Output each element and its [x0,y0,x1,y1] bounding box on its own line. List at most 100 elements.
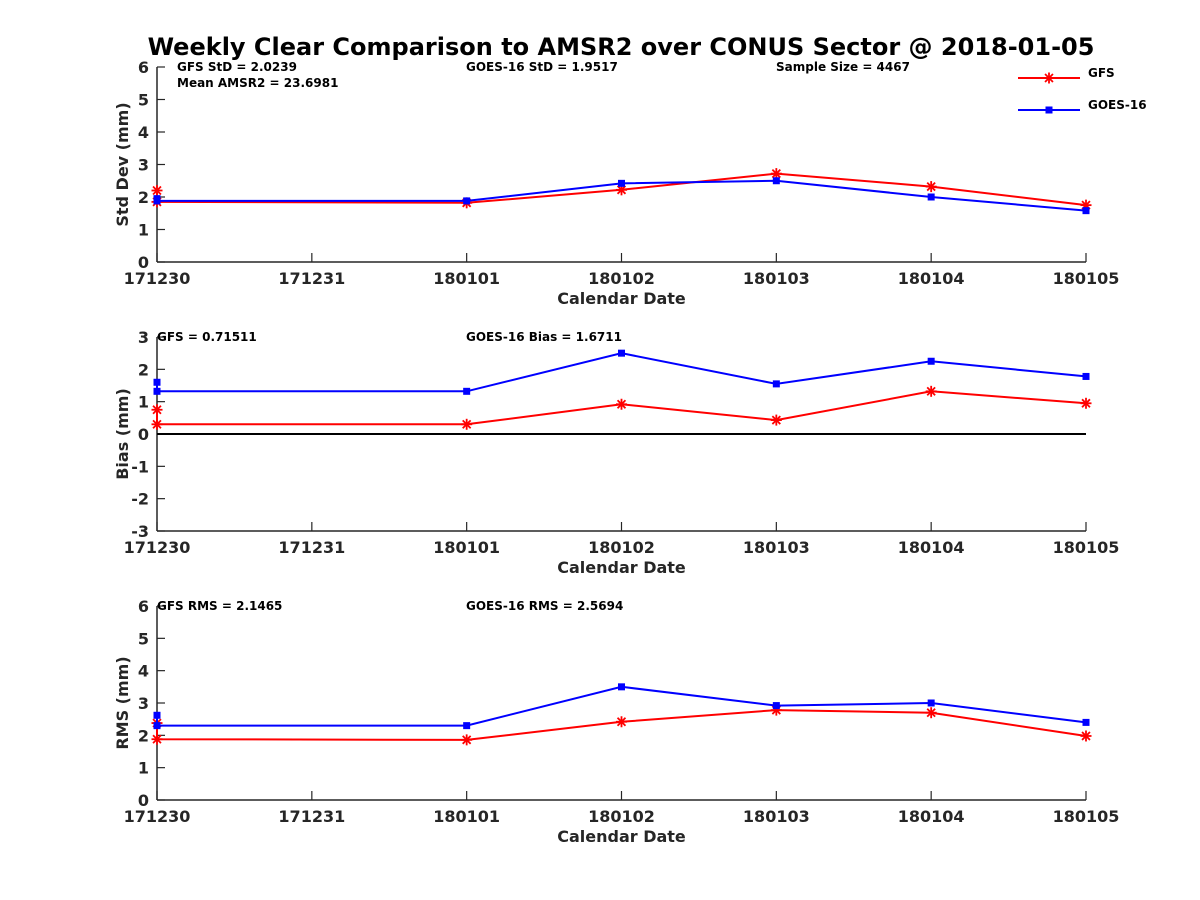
data-point-goes-16 [927,357,935,365]
stat-annotation: Sample Size = 4467 [776,60,910,74]
y-tick-label: -1 [131,457,149,476]
stat-annotation: GOES-16 Bias = 1.6711 [466,330,622,344]
y-axis-label: Bias (mm) [113,388,132,480]
data-point-gfs [616,716,627,728]
x-tick-label: 171231 [278,538,345,557]
stat-annotation: GFS StD = 2.0239 [177,60,297,74]
data-point-gfs [461,734,473,746]
y-tick-label: 2 [138,188,149,207]
data-point-gfs [151,418,163,430]
y-axis-label: RMS (mm) [113,656,132,749]
data-point-gfs [770,414,782,426]
data-point-gfs [151,185,163,196]
data-point-gfs [925,181,937,193]
data-point-goes-16 [772,702,780,710]
y-tick-label: 4 [138,123,149,142]
y-tick-label: -3 [131,522,149,541]
x-tick-label: 180102 [588,807,655,826]
data-point-goes-16 [153,722,161,730]
x-tick-label: 180102 [588,538,655,557]
y-tick-label: 6 [138,597,149,616]
data-point-gfs [925,707,937,719]
y-tick-label: 1 [138,393,149,412]
x-tick-label: 180103 [743,538,810,557]
x-tick-label: 180104 [898,807,965,826]
series-gfs [151,704,1092,746]
y-axis-label: Std Dev (mm) [113,102,132,226]
data-point-goes-16 [772,380,780,388]
x-tick-label: 180103 [743,807,810,826]
x-tick-label: 180103 [743,269,810,288]
y-tick-label: -2 [131,490,149,509]
panel-std-dev-mm: 0 1 2 3 4 5 6 171230 171231 180101 180102 180103 180… [113,58,1119,308]
data-point-goes-16 [463,197,471,205]
y-tick-label: 3 [138,156,149,175]
x-axis-label: Calendar Date [557,827,686,846]
x-tick-label: 180104 [898,269,965,288]
data-point-gfs [461,418,473,430]
data-point-goes-16 [618,349,625,357]
data-point-goes-16 [1082,372,1090,380]
y-tick-label: 1 [138,221,149,240]
x-tick-label: 180102 [588,269,655,288]
data-point-goes-16 [927,193,935,201]
y-tick-label: 0 [138,791,149,810]
x-tick-label: 180105 [1053,807,1120,826]
y-tick-label: 3 [138,694,149,713]
data-point-gfs [1080,397,1092,409]
y-tick-label: 6 [138,58,149,77]
data-point-goes-16 [463,387,471,395]
series-gfs [151,168,1092,211]
y-tick-label: 2 [138,726,149,745]
stat-annotation: Mean AMSR2 = 23.6981 [177,76,338,90]
y-tick-label: 4 [138,662,149,681]
x-tick-label: 180104 [898,538,965,557]
data-point-goes-16 [772,177,780,185]
x-tick-label: 171230 [124,807,191,826]
data-point-goes-16 [153,197,161,205]
legend-item-goes-16: GOES-16 [1018,98,1147,114]
x-axis-label: Calendar Date [557,558,686,577]
data-point-gfs [151,404,163,416]
series-line-goes-16 [156,352,1087,393]
x-tick-label: 180101 [433,807,500,826]
y-tick-label: 5 [138,629,149,648]
legend-marker [1045,106,1053,114]
data-point-gfs [616,398,627,410]
data-point-goes-16 [153,387,161,395]
data-point-goes-16 [927,699,935,707]
panel-bias-mm: -3 -2 -1 0 1 2 3 171230 171231 180101 180102 180103… [113,328,1119,577]
y-tick-label: 3 [138,328,149,347]
stat-annotation: GFS RMS = 2.1465 [157,599,282,613]
x-tick-label: 171231 [278,269,345,288]
y-tick-label: 5 [138,91,149,110]
x-tick-label: 171231 [278,807,345,826]
panel-rms-mm: 0 1 2 3 4 5 6 171230 171231 180101 180102 180103 180… [113,597,1119,846]
x-tick-label: 171230 [124,269,191,288]
legend-marker [1043,72,1055,84]
data-point-goes-16 [1082,718,1090,726]
data-point-goes-16 [153,378,161,386]
x-axis-label: Calendar Date [557,289,686,308]
data-point-gfs [925,385,937,397]
data-point-goes-16 [463,722,471,730]
data-point-goes-16 [153,711,161,719]
stat-annotation: GFS = 0.71511 [157,330,257,344]
x-tick-label: 171230 [124,538,191,557]
series-goes-16 [153,683,1090,730]
stat-annotation: GOES-16 RMS = 2.5694 [466,599,623,613]
x-tick-label: 180101 [433,538,500,557]
data-point-goes-16 [618,683,625,691]
y-tick-label: 0 [138,253,149,272]
data-point-gfs [770,168,782,180]
series-goes-16 [153,177,1090,215]
legend-label: GOES-16 [1088,98,1147,112]
panels: 0 1 2 3 4 5 6 171230 171231 180101 180102 180103 180… [113,58,1119,846]
legend: GFS GOES-16 [1018,66,1147,114]
stat-annotation: GOES-16 StD = 1.9517 [466,60,618,74]
legend-label: GFS [1088,66,1115,80]
x-tick-label: 180101 [433,269,500,288]
y-tick-label: 2 [138,360,149,379]
series-goes-16 [153,349,1090,395]
